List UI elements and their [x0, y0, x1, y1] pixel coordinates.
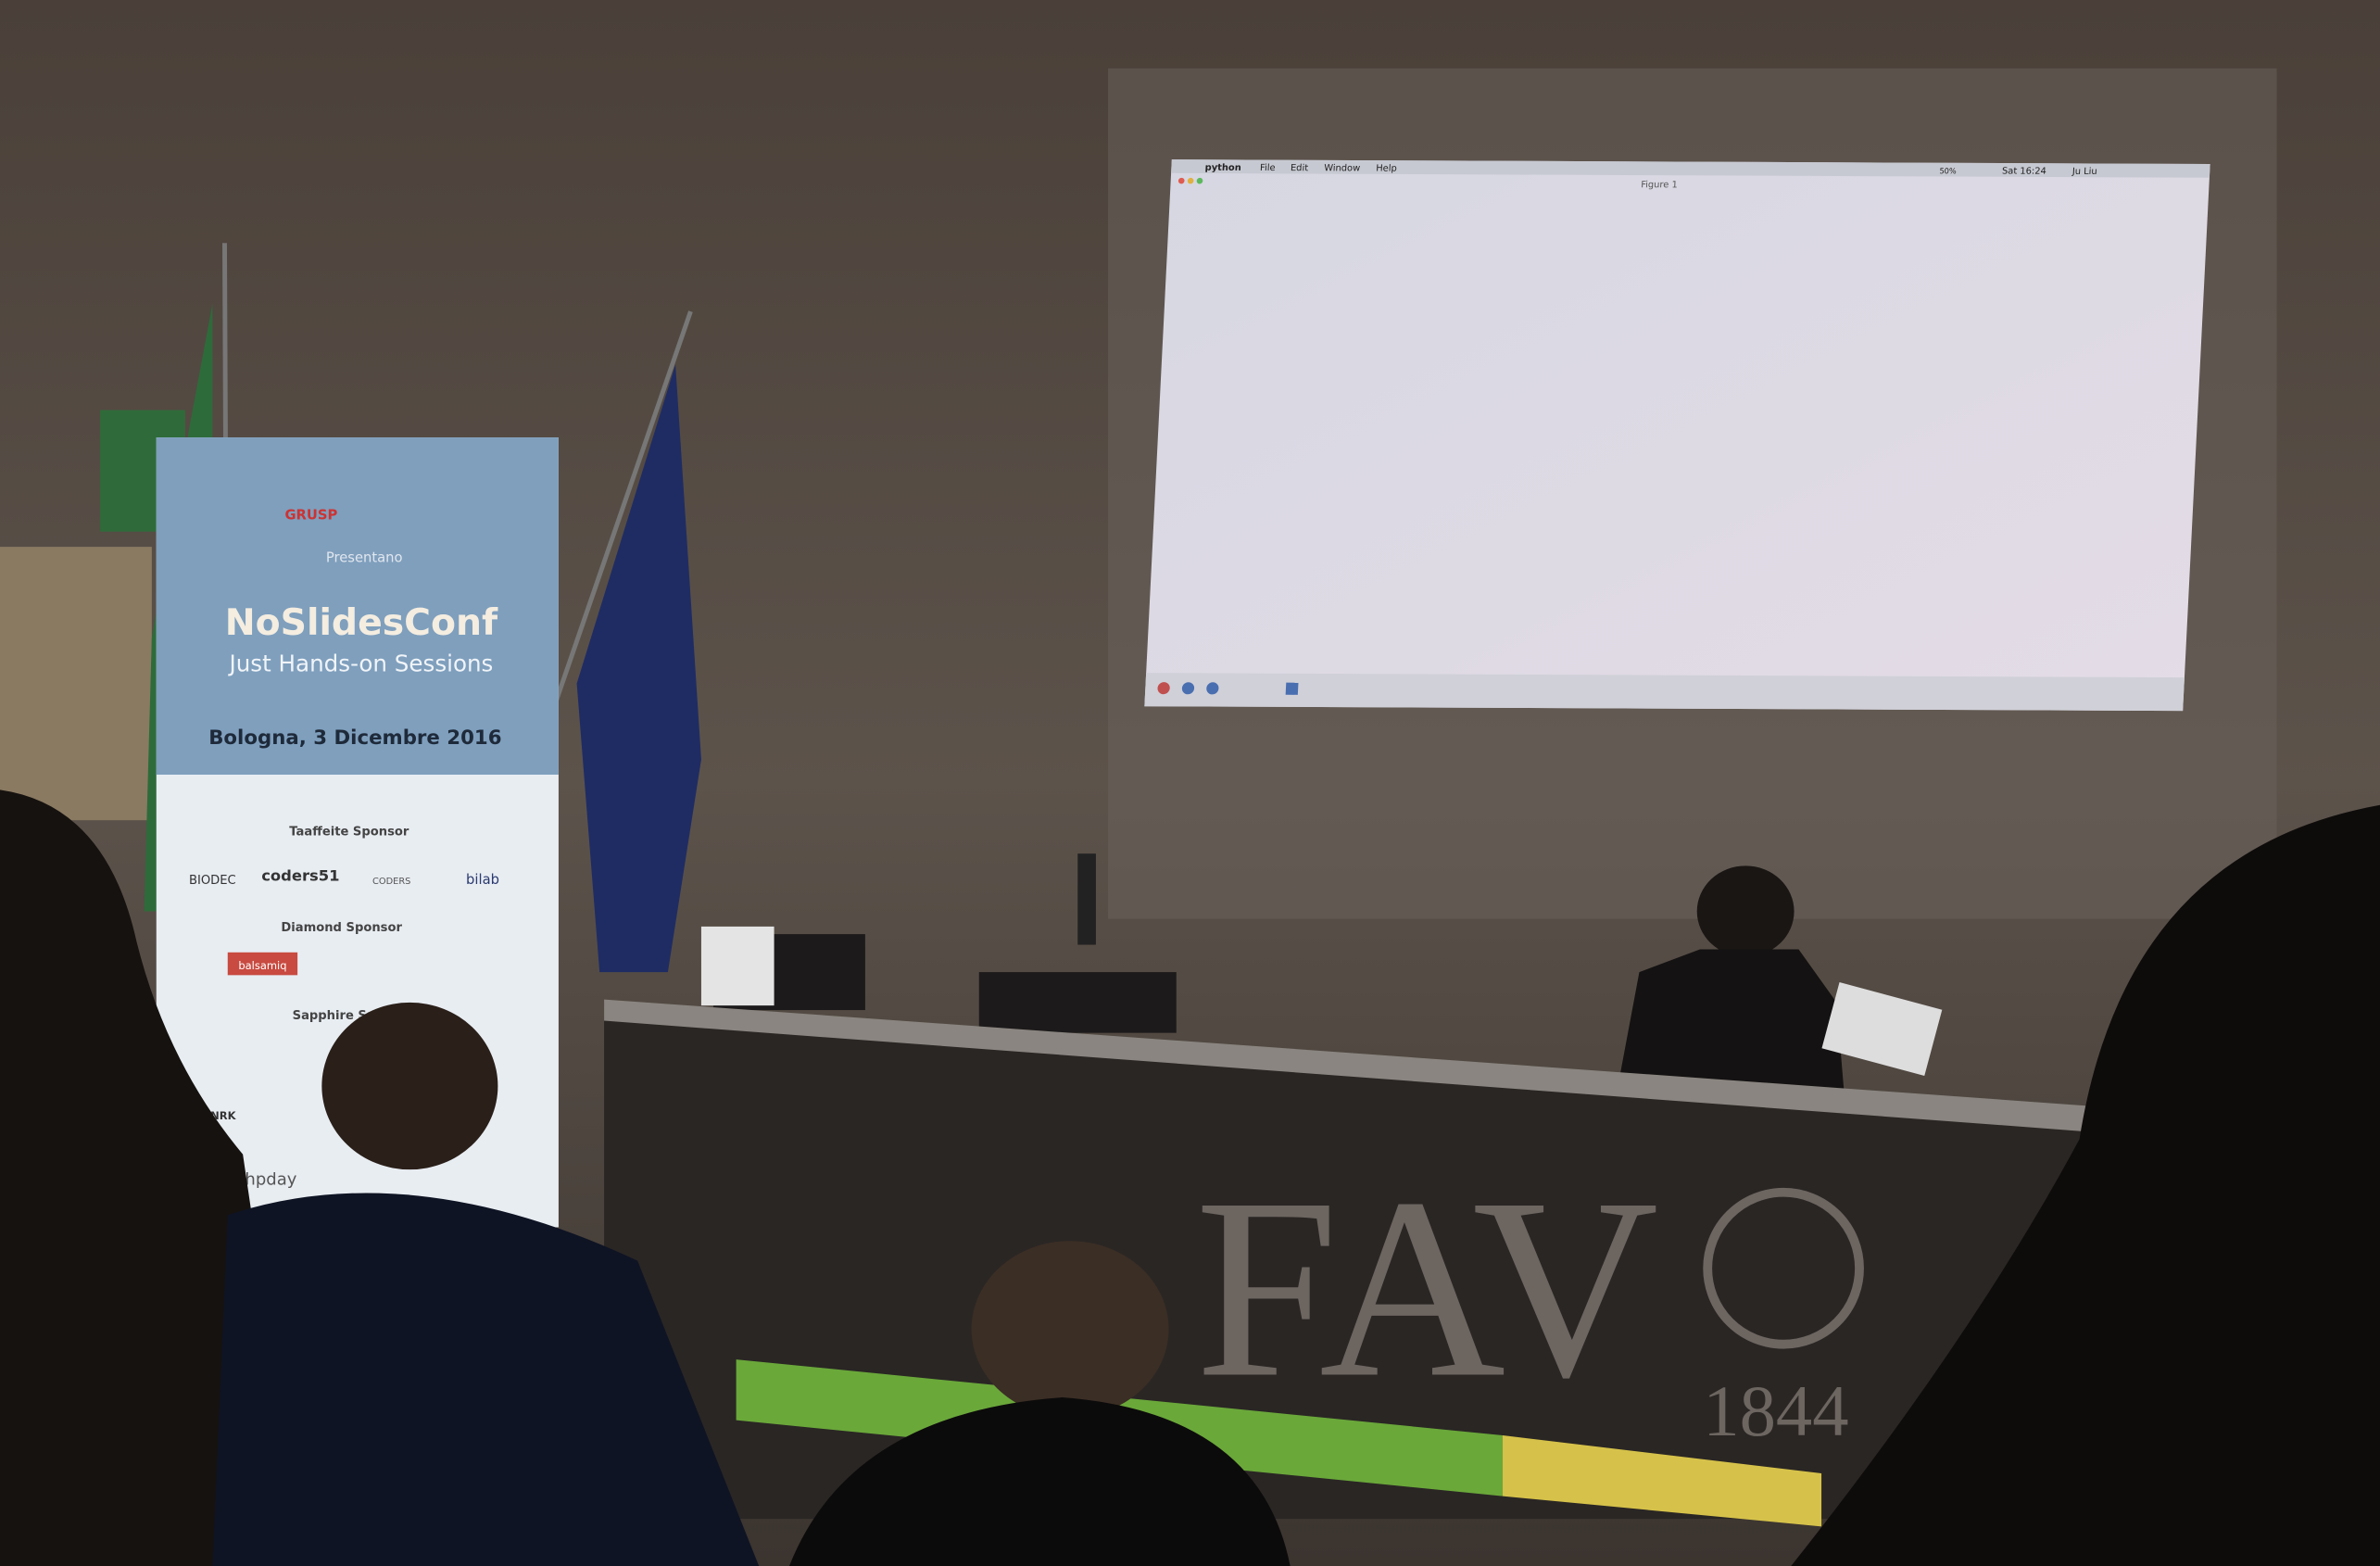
sponsor-tier: Sapphire Sp: [293, 1009, 376, 1023]
toolbar-icon: [1285, 682, 1299, 695]
sponsor-logo: bilab: [466, 872, 499, 888]
toolbar-icon: [1181, 682, 1195, 695]
desk: FAV 1844: [604, 853, 2087, 1527]
sponsor-logo: balsamiq: [238, 959, 286, 972]
audience-member: [1791, 804, 2380, 1566]
audience: [0, 789, 2380, 1566]
menu-item: python: [1204, 163, 1241, 173]
audience-head: [321, 1002, 498, 1170]
sponsor-logo: coders51: [261, 867, 339, 885]
toolbar-icon: [1206, 682, 1219, 695]
battery: 50%: [1939, 166, 1957, 175]
sponsor-logo: phpday: [234, 1170, 297, 1190]
desk-year: 1844: [1703, 1371, 1848, 1452]
speaker-body: [1616, 949, 1845, 1094]
cups: [700, 926, 774, 1006]
speaker-head: [1696, 865, 1794, 957]
toolbar: [1144, 673, 2185, 712]
doorway: [0, 547, 152, 821]
chair: [978, 972, 1177, 1033]
sponsor-logo: NRK: [210, 1109, 236, 1122]
eu-flag: [576, 364, 701, 973]
paper: [1821, 982, 1943, 1076]
menu-item: Window: [1324, 163, 1361, 173]
microphone: [1077, 853, 1096, 945]
audience-head: [971, 1241, 1169, 1418]
audience-member: [788, 1397, 1291, 1566]
banner-logo: GRUSP: [284, 508, 337, 524]
window-button: [1196, 177, 1203, 184]
projection: python File Edit Window Help 50% Sat 16:…: [1144, 159, 2210, 712]
menu-item: Edit: [1291, 163, 1309, 173]
sponsor-tier: Diamond Sponsor: [281, 921, 402, 935]
desk-brand: FAV: [1195, 1145, 1659, 1431]
clock: Sat 16:24: [2002, 167, 2046, 177]
menu-item: Help: [1376, 164, 1397, 174]
toolbar-icon: [1157, 682, 1170, 695]
window-button: [1187, 177, 1194, 184]
lion-emblem: [1703, 1187, 1864, 1349]
banner-date: Bologna, 3 Dicembre 2016: [208, 726, 501, 750]
banner-presents: Presentano: [326, 549, 403, 565]
window-title: Figure 1: [1641, 180, 1678, 190]
flag-pole: [544, 310, 693, 730]
sponsor-logo: BIODEC: [189, 874, 236, 888]
banner-subtitle: Just Hands-on Sessions: [227, 650, 493, 677]
projected-window: [1144, 159, 2210, 712]
menu-bar: [1171, 159, 2210, 178]
sponsor-tier: Taaffeite Sponsor: [289, 826, 409, 840]
sponsor-logo: CODERS: [372, 877, 410, 887]
window-button: [1177, 177, 1185, 184]
banner-title: NoSlidesConf: [225, 601, 498, 644]
sponsor-badge: [227, 952, 298, 976]
desk-top: [604, 999, 2087, 1132]
menu-item: File: [1260, 163, 1276, 173]
banner-header: [156, 437, 559, 775]
audience-member: [212, 1193, 760, 1566]
user-name: Ju Liu: [2071, 167, 2097, 177]
